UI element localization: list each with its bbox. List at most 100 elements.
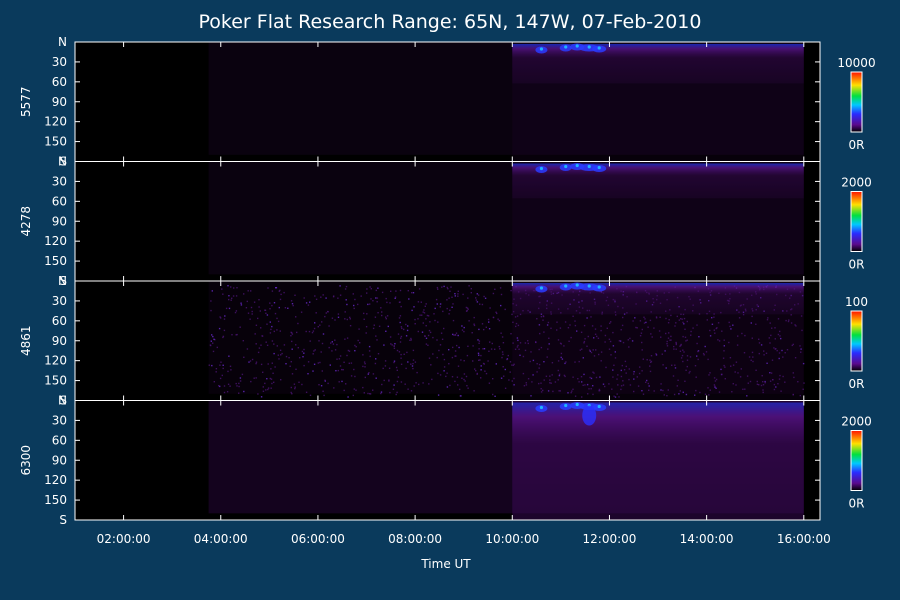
noise-pixel <box>460 359 462 361</box>
noise-pixel <box>394 297 396 299</box>
bright-spot-core <box>597 285 601 289</box>
noise-pixel <box>422 311 424 313</box>
noise-pixel <box>550 327 552 329</box>
noise-pixel <box>294 386 296 388</box>
y-tick-label: 60 <box>52 314 67 328</box>
noise-pixel <box>228 355 230 357</box>
noise-pixel <box>270 328 272 331</box>
noise-pixel <box>447 288 449 290</box>
noise-pixel <box>414 361 417 363</box>
noise-pixel <box>365 332 367 334</box>
noise-pixel <box>280 379 282 381</box>
noise-pixel <box>519 313 522 316</box>
noise-pixel <box>620 385 623 387</box>
noise-pixel <box>667 322 670 324</box>
noise-pixel <box>542 389 544 392</box>
noise-pixel <box>650 360 653 363</box>
noise-pixel <box>729 357 732 359</box>
noise-pixel <box>436 356 438 359</box>
noise-pixel <box>549 379 551 381</box>
noise-pixel <box>713 377 716 379</box>
noise-pixel <box>457 293 459 295</box>
noise-pixel <box>437 394 440 396</box>
noise-pixel <box>556 321 558 323</box>
noise-pixel <box>443 327 445 330</box>
noise-pixel <box>489 341 491 343</box>
noise-pixel <box>210 340 212 342</box>
noise-pixel <box>398 351 401 353</box>
noise-pixel <box>406 329 409 332</box>
noise-pixel <box>473 316 475 319</box>
noise-pixel <box>773 347 775 349</box>
noise-pixel <box>381 311 383 313</box>
noise-pixel <box>616 393 618 395</box>
noise-pixel <box>347 349 350 352</box>
noise-pixel <box>318 384 320 386</box>
noise-pixel <box>583 324 586 327</box>
noise-pixel <box>682 391 684 393</box>
noise-pixel <box>572 376 574 378</box>
noise-pixel <box>442 310 444 313</box>
noise-pixel <box>291 340 293 343</box>
noise-pixel <box>799 394 801 397</box>
noise-pixel <box>768 337 770 339</box>
noise-pixel <box>320 296 322 298</box>
noise-pixel <box>650 355 653 357</box>
noise-pixel <box>373 324 375 326</box>
noise-pixel <box>273 343 275 345</box>
noise-pixel <box>731 391 733 393</box>
noise-pixel <box>713 316 715 318</box>
noise-pixel <box>331 341 333 343</box>
noise-pixel <box>802 388 804 390</box>
noise-pixel <box>514 348 517 350</box>
noise-pixel <box>538 324 541 326</box>
noise-pixel <box>228 298 230 301</box>
noise-pixel <box>397 376 400 378</box>
noise-pixel <box>540 346 543 349</box>
noise-pixel <box>564 375 566 378</box>
noise-pixel <box>781 349 783 352</box>
noise-pixel <box>367 392 369 395</box>
noise-pixel <box>778 357 780 360</box>
noise-pixel <box>683 351 685 353</box>
noise-pixel <box>269 302 271 304</box>
noise-pixel <box>702 352 705 355</box>
noise-pixel <box>686 355 689 357</box>
noise-pixel <box>260 396 263 398</box>
noise-pixel <box>676 385 678 387</box>
noise-pixel <box>364 363 366 365</box>
noise-pixel <box>380 391 383 393</box>
noise-pixel <box>436 303 438 305</box>
noise-pixel <box>334 339 336 341</box>
noise-pixel <box>670 314 672 317</box>
noise-pixel <box>538 367 540 369</box>
noise-pixel <box>780 390 782 392</box>
noise-pixel <box>512 364 515 366</box>
noise-pixel <box>224 315 226 317</box>
noise-pixel <box>582 384 584 386</box>
x-tick-label: 16:00:00 <box>777 532 831 546</box>
noise-pixel <box>678 393 680 395</box>
noise-pixel <box>230 369 232 371</box>
noise-pixel <box>307 373 309 375</box>
noise-pixel <box>393 361 395 364</box>
noise-pixel <box>636 327 638 329</box>
noise-pixel <box>509 371 511 373</box>
noise-pixel <box>238 382 240 385</box>
x-tick-label: 06:00:00 <box>291 532 345 546</box>
noise-pixel <box>770 372 773 374</box>
noise-pixel <box>235 382 237 385</box>
noise-pixel <box>633 373 635 375</box>
noise-pixel <box>723 339 725 341</box>
noise-pixel <box>609 322 611 324</box>
noise-pixel <box>523 385 526 387</box>
noise-pixel <box>290 361 292 363</box>
noise-pixel <box>488 382 491 384</box>
noise-pixel <box>427 334 430 337</box>
noise-pixel <box>227 285 229 287</box>
panel-wavelength-label: 5577 <box>19 86 33 117</box>
noise-pixel <box>706 319 708 321</box>
noise-pixel <box>432 353 434 355</box>
noise-pixel <box>243 293 245 295</box>
noise-pixel <box>216 346 218 349</box>
